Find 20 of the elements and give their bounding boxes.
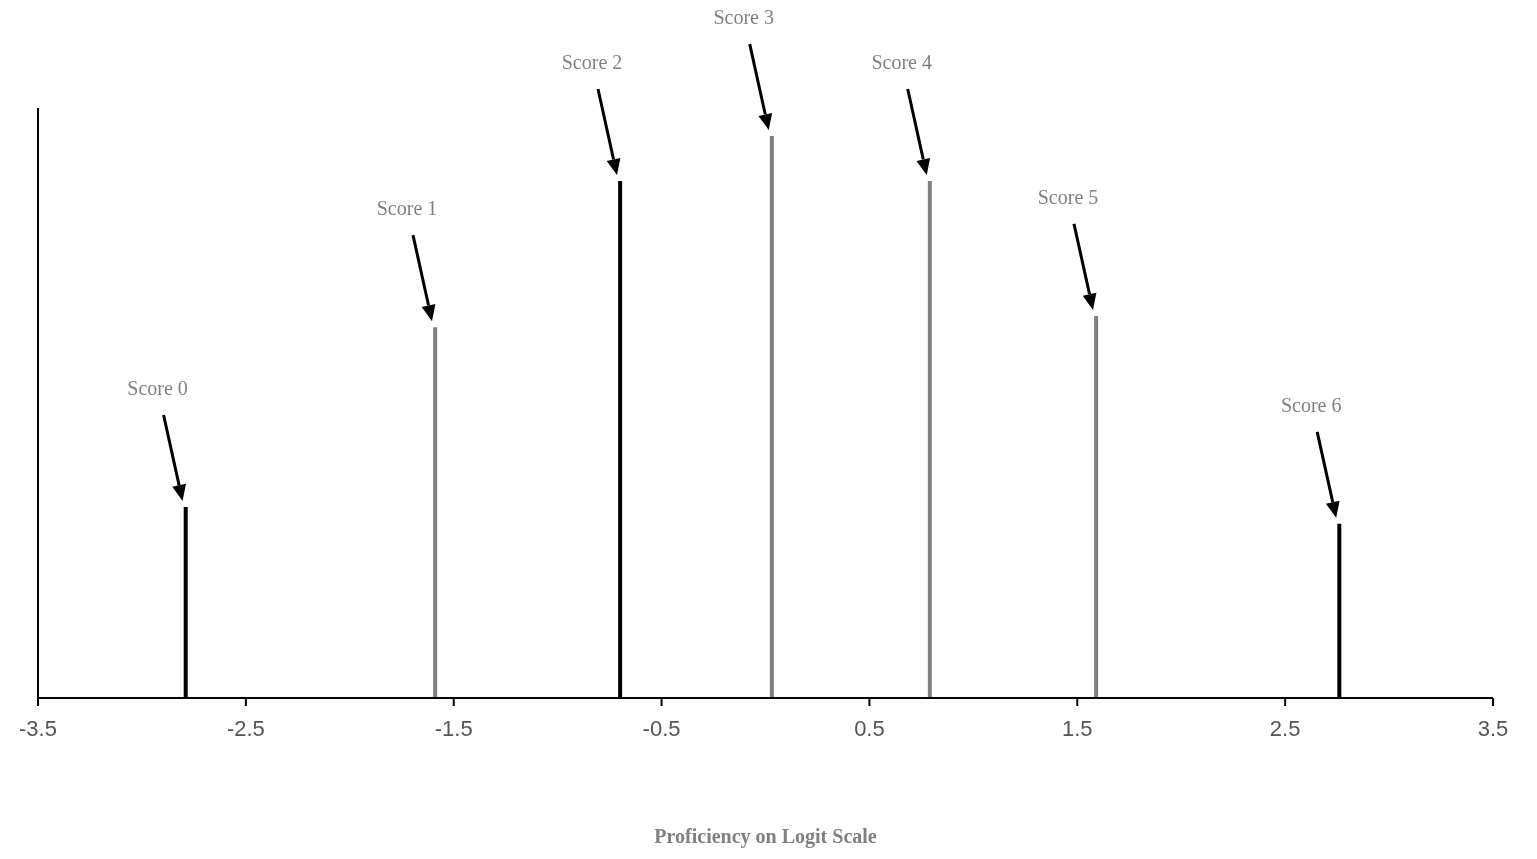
x-tick-label: -1.5 (434, 715, 473, 741)
text: Score 4 (871, 51, 932, 74)
x-tick-label: 3.5 (1477, 715, 1509, 741)
bar (1094, 315, 1099, 698)
annotation: Score 5 (1037, 185, 1099, 208)
annotation: Score 0 (127, 376, 188, 399)
annotation: Score 1 (376, 197, 438, 220)
x-tick-label: 1.5 (1061, 715, 1093, 741)
bar (769, 136, 774, 698)
bar (927, 181, 932, 698)
x-tick-label: 2.5 (1269, 715, 1301, 741)
x-tick-label: -2.5 (226, 715, 265, 741)
bar (433, 327, 438, 698)
x-tick-label: 0.5 (854, 715, 885, 741)
x-axis-title: Proficiency on Logit Scale (654, 825, 877, 848)
annotation: Score 6 (1280, 393, 1342, 416)
text: Score 3 (713, 6, 775, 29)
x-tick-label: -3.5 (19, 715, 57, 741)
x-tick-label: -0.5 (642, 715, 681, 741)
text: Score 2 (561, 51, 623, 74)
